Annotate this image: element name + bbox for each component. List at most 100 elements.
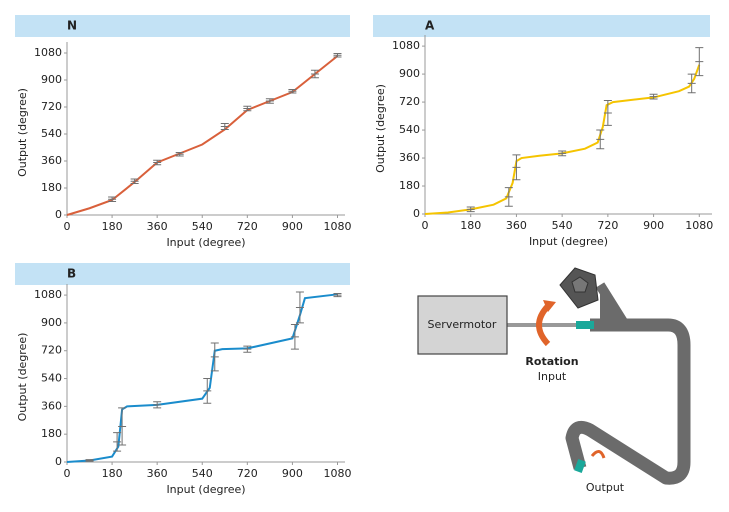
y-tick-label: 360 [41,399,62,412]
error-bar [649,93,658,100]
y-tick-label: 900 [41,316,62,329]
x-axis-label: Input (degree) [166,236,245,249]
x-tick-label: 360 [147,467,168,480]
chart-title: A [425,19,435,33]
x-tick-label: 720 [237,220,258,233]
y-tick-label: 180 [399,179,420,192]
y-tick-label: 1080 [392,39,420,52]
chart-title: N [67,19,77,33]
error-bar [153,401,162,409]
output-coupling [574,458,586,474]
error-bar [203,378,212,404]
y-tick-label: 540 [41,127,62,140]
y-tick-label: 0 [55,455,62,468]
chart-title: B [67,267,76,281]
data-line [66,293,338,463]
y-tick-label: 540 [399,123,420,136]
error-bar [512,154,521,181]
x-tick-label: 540 [192,467,213,480]
error-bar [504,187,513,207]
y-tick-label: 540 [41,372,62,385]
y-axis-label: Output (degree) [16,88,29,177]
panel-header [373,15,710,37]
y-tick-label: 0 [55,208,62,221]
rotation-label: Rotation [525,355,578,368]
error-bar [466,206,475,213]
error-bar [333,293,342,298]
y-tick-label: 720 [41,344,62,357]
rotation-arrow [536,303,551,347]
y-tick-label: 1080 [34,46,62,59]
error-bar [695,47,704,77]
output-label: Output [586,481,625,494]
error-bar [175,151,184,157]
data-line [424,64,701,215]
bracket [595,282,635,330]
error-bar [558,150,567,157]
error-bar [108,196,117,202]
y-tick-label: 0 [413,207,420,220]
error-bar [687,73,696,94]
device-top [571,276,589,293]
x-tick-label: 540 [552,219,573,232]
y-tick-label: 720 [399,95,420,108]
x-tick-label: 360 [147,220,168,233]
diagram: Servermotor Rotation Input Output [417,267,691,494]
y-tick-label: 1080 [34,288,62,301]
error-bar [243,105,252,112]
x-tick-label: 1080 [323,220,351,233]
panel-header [15,263,350,285]
error-bar [333,52,342,58]
coupling [576,321,594,329]
y-tick-label: 720 [41,100,62,113]
x-tick-label: 0 [64,467,71,480]
error-bar [210,342,219,372]
servomotor-box [417,295,508,355]
tube [565,318,691,485]
data-line [66,55,339,216]
x-tick-label: 1080 [323,467,351,480]
x-tick-label: 720 [597,219,618,232]
error-bar [113,432,122,452]
error-bar [310,69,319,79]
error-bar [243,345,252,353]
y-tick-label: 900 [41,73,62,86]
x-tick-label: 360 [506,219,527,232]
x-tick-label: 900 [643,219,664,232]
y-tick-label: 180 [41,427,62,440]
error-bar [118,407,127,446]
x-tick-label: 180 [102,220,123,233]
x-axis-label: Input (degree) [529,235,608,248]
error-bar [295,291,304,324]
error-bar [603,100,612,126]
x-tick-label: 180 [460,219,481,232]
error-bar [130,178,139,184]
output-arrow [590,450,606,459]
y-tick-label: 360 [41,154,62,167]
error-bar [290,323,299,350]
error-bar [265,98,274,104]
x-tick-label: 0 [64,220,71,233]
x-tick-label: 540 [192,220,213,233]
error-bar [596,129,605,150]
x-tick-label: 180 [102,467,123,480]
y-tick-label: 900 [399,67,420,80]
x-tick-label: 900 [282,467,303,480]
x-axis-label: Input (degree) [166,483,245,496]
motor-label: Servermotor [428,318,497,331]
error-bar [288,88,297,94]
y-axis-label: Output (degree) [374,84,387,173]
error-bar [220,123,229,130]
y-tick-label: 180 [41,181,62,194]
x-tick-label: 0 [422,219,429,232]
input-label: Input [538,370,567,383]
error-bar [153,159,162,166]
x-tick-label: 720 [237,467,258,480]
y-tick-label: 360 [399,151,420,164]
rotation-arrowhead [543,300,556,312]
y-axis-label: Output (degree) [16,333,29,422]
error-bar [85,459,94,462]
panel-header [15,15,350,37]
x-tick-label: 900 [282,220,303,233]
